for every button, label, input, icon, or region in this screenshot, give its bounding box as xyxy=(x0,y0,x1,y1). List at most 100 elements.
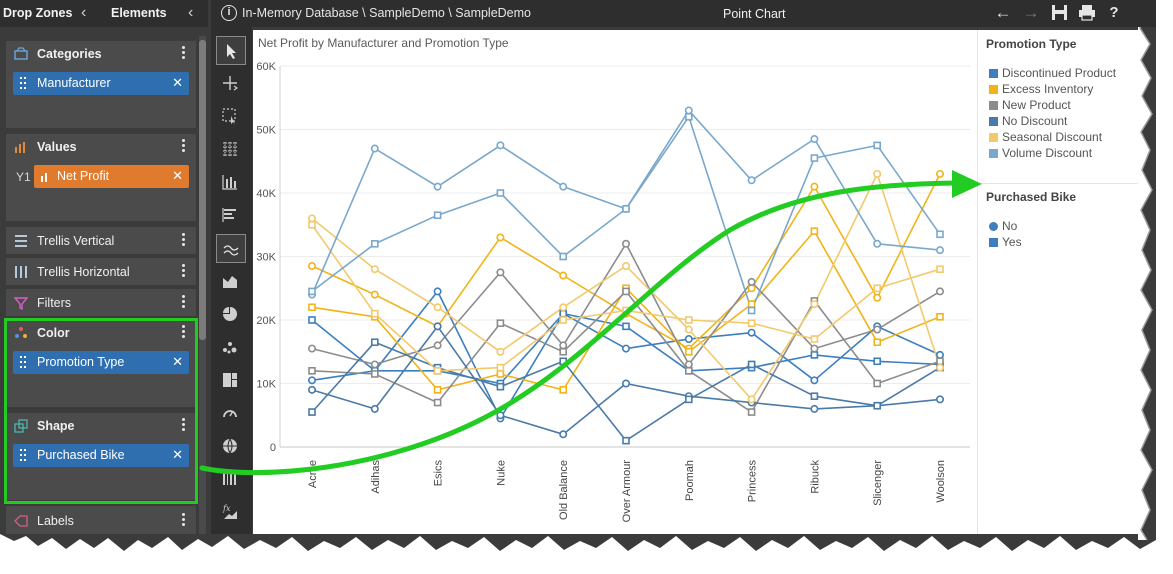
area-chart-icon[interactable] xyxy=(216,267,246,296)
purchased-bike-pill[interactable]: Purchased Bike ✕ xyxy=(13,444,189,467)
formula-chart-icon[interactable]: fx xyxy=(216,498,246,527)
data-point[interactable] xyxy=(308,287,316,296)
remove-purchased-bike-icon[interactable]: ✕ xyxy=(172,447,183,462)
tab-drop-zones[interactable]: Drop Zones xyxy=(3,6,73,20)
data-point[interactable] xyxy=(308,366,316,375)
collapse-elements-icon[interactable]: ‹ xyxy=(188,4,194,21)
data-point[interactable] xyxy=(433,303,442,312)
data-point[interactable] xyxy=(308,408,316,416)
info-icon[interactable]: i xyxy=(221,5,237,21)
data-point[interactable] xyxy=(747,277,756,286)
data-point[interactable] xyxy=(936,313,944,321)
data-point[interactable] xyxy=(810,392,819,401)
map-globe-icon[interactable] xyxy=(216,432,246,461)
data-point[interactable] xyxy=(496,189,505,197)
barcode-icon[interactable] xyxy=(216,465,246,494)
categories-zone[interactable]: Categories Manufacturer ✕ xyxy=(6,41,196,128)
data-point[interactable] xyxy=(559,182,568,191)
data-point[interactable] xyxy=(873,293,882,302)
data-point[interactable] xyxy=(873,325,882,334)
trellis-horizontal-zone[interactable]: Trellis Horizontal xyxy=(6,258,196,285)
treemap-icon[interactable] xyxy=(216,366,246,395)
data-point[interactable] xyxy=(371,309,379,318)
data-point[interactable] xyxy=(559,386,568,394)
data-point[interactable] xyxy=(747,319,756,327)
data-point[interactable] xyxy=(747,176,756,185)
data-point[interactable] xyxy=(873,169,882,178)
data-point[interactable] xyxy=(810,335,819,343)
data-point[interactable] xyxy=(684,325,693,334)
categories-menu-icon[interactable] xyxy=(182,45,186,61)
data-point[interactable] xyxy=(496,411,505,420)
column-chart-icon[interactable] xyxy=(216,168,246,197)
data-point[interactable] xyxy=(308,303,316,312)
drag-handle-icon[interactable] xyxy=(20,449,26,461)
crosshair-tool[interactable] xyxy=(216,69,246,98)
trellis-vertical-menu-icon[interactable] xyxy=(182,232,186,248)
values-menu-icon[interactable] xyxy=(182,138,186,154)
tab-elements[interactable]: Elements xyxy=(111,6,167,20)
data-point[interactable] xyxy=(371,370,379,378)
data-point[interactable] xyxy=(559,430,568,439)
select-pointer-tool[interactable] xyxy=(216,36,246,65)
data-point[interactable] xyxy=(622,287,630,296)
data-point[interactable] xyxy=(684,316,693,324)
data-point[interactable] xyxy=(873,379,882,388)
color-menu-icon[interactable] xyxy=(182,324,186,340)
color-zone[interactable]: Color Promotion Type ✕ xyxy=(6,320,196,407)
print-icon[interactable] xyxy=(1078,4,1096,24)
data-point[interactable] xyxy=(559,252,568,261)
data-point[interactable] xyxy=(622,436,630,445)
promotion-type-pill[interactable]: Promotion Type ✕ xyxy=(13,351,189,374)
data-point[interactable] xyxy=(496,347,505,356)
scrollbar-thumb[interactable] xyxy=(199,40,206,340)
data-point[interactable] xyxy=(935,363,944,372)
data-point[interactable] xyxy=(307,376,316,385)
data-point[interactable] xyxy=(496,382,505,391)
net-profit-pill[interactable]: Net Profit ✕ xyxy=(34,165,189,188)
data-point[interactable] xyxy=(496,363,505,372)
data-point[interactable] xyxy=(810,344,819,353)
manufacturer-pill[interactable]: Manufacturer ✕ xyxy=(13,72,189,95)
data-point[interactable] xyxy=(873,357,882,366)
data-point[interactable] xyxy=(935,287,944,296)
scatter-chart-icon[interactable] xyxy=(216,333,246,362)
filters-zone[interactable]: Filters xyxy=(6,289,196,316)
data-point[interactable] xyxy=(684,366,693,375)
data-point[interactable] xyxy=(810,182,819,191)
shape-zone[interactable]: Shape Purchased Bike ✕ xyxy=(6,413,196,500)
data-point[interactable] xyxy=(935,169,944,178)
labels-menu-icon[interactable] xyxy=(182,512,186,528)
data-point[interactable] xyxy=(622,322,630,331)
data-point[interactable] xyxy=(433,366,442,375)
data-point[interactable] xyxy=(810,135,819,144)
data-point[interactable] xyxy=(810,376,819,385)
data-point[interactable] xyxy=(370,404,379,413)
data-point[interactable] xyxy=(621,344,630,353)
data-point[interactable] xyxy=(873,338,882,347)
data-point[interactable] xyxy=(684,113,693,121)
data-point[interactable] xyxy=(371,338,379,347)
data-point[interactable] xyxy=(621,262,630,271)
back-arrow-icon[interactable]: ← xyxy=(994,3,1012,22)
data-point[interactable] xyxy=(747,360,756,369)
data-point[interactable] xyxy=(307,344,316,353)
data-point[interactable] xyxy=(370,360,379,369)
data-point[interactable] xyxy=(810,154,819,162)
data-point[interactable] xyxy=(936,230,944,239)
remove-promotion-type-icon[interactable]: ✕ xyxy=(172,354,183,369)
data-point[interactable] xyxy=(747,306,756,315)
data-point[interactable] xyxy=(810,300,819,309)
data-point[interactable] xyxy=(747,408,756,416)
data-point[interactable] xyxy=(370,265,379,274)
data-point[interactable] xyxy=(810,227,819,235)
values-zone[interactable]: Values Y1 Net Profit ✕ xyxy=(6,134,196,221)
filters-menu-icon[interactable] xyxy=(182,294,186,310)
remove-net-profit-icon[interactable]: ✕ xyxy=(172,168,183,183)
data-point[interactable] xyxy=(936,265,944,273)
data-point[interactable] xyxy=(308,220,316,229)
data-point[interactable] xyxy=(622,205,630,213)
data-point[interactable] xyxy=(371,240,379,248)
data-point[interactable] xyxy=(370,290,379,299)
zoom-select-tool[interactable] xyxy=(216,102,246,131)
